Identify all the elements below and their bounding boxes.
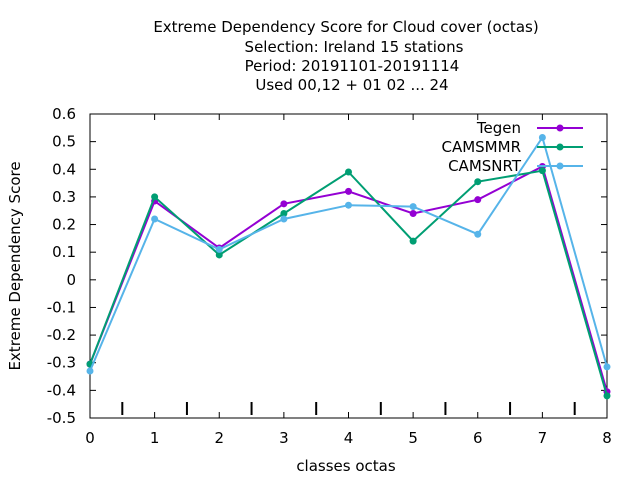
y-tick-label: 0.6 [52, 105, 76, 123]
data-point [474, 230, 482, 238]
data-point [603, 363, 611, 371]
x-tick-label: 5 [408, 429, 418, 447]
legend-marker [556, 143, 564, 151]
data-point [603, 392, 611, 400]
y-tick-label: -0.5 [47, 409, 76, 427]
legend-marker [556, 124, 564, 132]
x-tick-label: 8 [602, 429, 612, 447]
x-tick-label: 4 [344, 429, 354, 447]
data-point [409, 209, 417, 217]
data-point [345, 168, 352, 176]
data-point [280, 200, 288, 208]
legend-marker [556, 162, 564, 170]
x-tick-label: 3 [279, 429, 289, 447]
x-tick-label: 1 [150, 429, 160, 447]
data-point [86, 367, 94, 375]
y-tick-label: -0.3 [47, 354, 76, 372]
data-point [151, 193, 159, 201]
legend-label: CAMSMMR [441, 138, 521, 156]
data-point [215, 251, 223, 259]
data-point [474, 196, 482, 204]
data-point [538, 167, 546, 175]
title-line: Extreme Dependency Score for Cloud cover… [153, 18, 538, 36]
data-point [345, 201, 352, 209]
data-point [474, 178, 482, 186]
x-axis-label: classes octas [296, 457, 396, 475]
series-lines [86, 133, 611, 400]
chart-title: Extreme Dependency Score for Cloud cover… [153, 18, 538, 94]
y-tick-label: 0.2 [52, 216, 76, 234]
y-tick-label: -0.4 [47, 381, 76, 399]
y-tick-label: -0.2 [47, 326, 76, 344]
data-point [280, 215, 288, 223]
series-line [89, 165, 608, 392]
plot-frame [89, 113, 608, 419]
x-tick-label: 2 [214, 429, 224, 447]
x-tick-label: 6 [473, 429, 483, 447]
y-tick-label: -0.1 [47, 298, 76, 316]
title-line: Used 00,12 + 01 02 ... 24 [255, 76, 448, 94]
legend-label: Tegen [476, 119, 521, 137]
data-point [538, 133, 546, 141]
legend-label: CAMSNRT [448, 157, 522, 175]
y-tick-label: 0.3 [52, 188, 76, 206]
title-line: Period: 20191101-20191114 [245, 57, 460, 75]
x-tick-label: 0 [85, 429, 95, 447]
axis-ticks: 0 1 2 3 4 5 6 7 8 -0.5 -0.4 -0.3 -0.2 -0.1 0 0.1 0.2 0.3 0… [47, 105, 612, 447]
y-tick-label: 0.1 [52, 243, 76, 261]
data-point [409, 203, 417, 211]
title-line: Selection: Ireland 15 stations [245, 38, 464, 56]
y-tick-label: 0.4 [52, 160, 76, 178]
y-tick-label: 0 [66, 271, 76, 289]
data-point [345, 187, 352, 195]
y-axis-label: Extreme Dependency Score [6, 161, 24, 370]
data-point [151, 215, 159, 223]
data-point [215, 245, 223, 253]
data-point [280, 209, 288, 217]
y-tick-label: 0.5 [52, 133, 76, 151]
data-point [409, 237, 417, 245]
x-tick-label: 7 [538, 429, 548, 447]
